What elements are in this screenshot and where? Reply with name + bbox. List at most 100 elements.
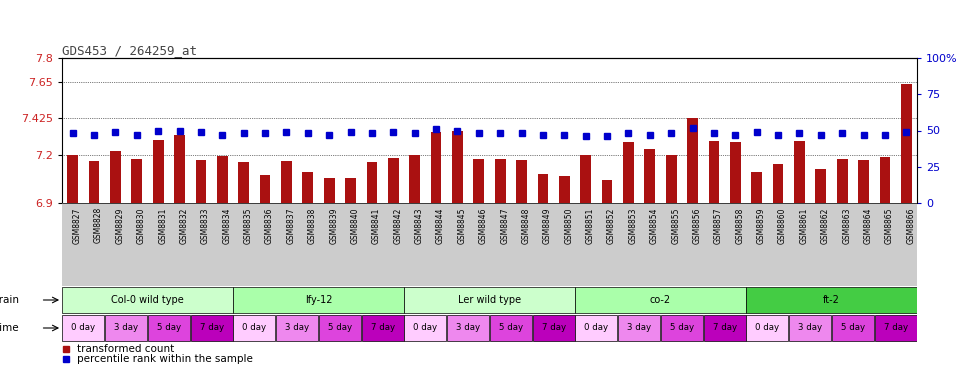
Bar <box>666 155 677 203</box>
Bar <box>174 135 185 203</box>
FancyBboxPatch shape <box>789 315 831 341</box>
Bar <box>302 172 313 203</box>
Text: GSM8857: GSM8857 <box>714 207 723 244</box>
Text: 7 day: 7 day <box>712 324 736 332</box>
FancyBboxPatch shape <box>575 315 617 341</box>
Bar <box>901 84 912 203</box>
Bar <box>623 142 634 203</box>
Bar <box>431 132 442 203</box>
Text: GSM8841: GSM8841 <box>372 207 381 243</box>
Bar <box>708 141 719 203</box>
Bar <box>409 156 420 203</box>
Bar <box>687 119 698 203</box>
Text: GSM8839: GSM8839 <box>329 207 338 244</box>
Text: GSM8847: GSM8847 <box>500 207 509 244</box>
Text: Col-0 wild type: Col-0 wild type <box>111 295 184 305</box>
Text: GSM8863: GSM8863 <box>842 207 852 244</box>
Text: GSM8851: GSM8851 <box>586 207 594 243</box>
Text: GSM8843: GSM8843 <box>415 207 423 244</box>
Text: GSM8860: GSM8860 <box>778 207 787 244</box>
Text: GSM8849: GSM8849 <box>543 207 552 244</box>
Bar <box>644 149 655 203</box>
Text: 0 day: 0 day <box>242 324 267 332</box>
Bar <box>196 160 206 203</box>
Text: 7 day: 7 day <box>541 324 565 332</box>
Text: strain: strain <box>0 295 19 305</box>
Text: GSM8846: GSM8846 <box>479 207 488 244</box>
Bar <box>559 176 569 203</box>
FancyBboxPatch shape <box>319 315 361 341</box>
Text: GSM8848: GSM8848 <box>521 207 531 243</box>
Text: 3 day: 3 day <box>456 324 480 332</box>
Bar <box>324 178 334 203</box>
Text: GSM8833: GSM8833 <box>201 207 210 244</box>
Text: 0 day: 0 day <box>585 324 609 332</box>
Bar <box>837 159 848 203</box>
FancyBboxPatch shape <box>404 287 575 313</box>
Text: GSM8856: GSM8856 <box>692 207 702 244</box>
Text: 5 day: 5 day <box>670 324 694 332</box>
FancyBboxPatch shape <box>490 315 532 341</box>
Text: GSM8845: GSM8845 <box>457 207 467 244</box>
Text: GSM8844: GSM8844 <box>436 207 445 244</box>
Text: co-2: co-2 <box>650 295 671 305</box>
FancyBboxPatch shape <box>62 287 232 313</box>
Bar <box>260 175 271 203</box>
Text: GSM8865: GSM8865 <box>885 207 894 244</box>
Text: GSM8864: GSM8864 <box>864 207 873 244</box>
Bar <box>773 164 783 203</box>
Text: 7 day: 7 day <box>371 324 395 332</box>
Bar <box>452 131 463 203</box>
Bar <box>752 172 762 203</box>
Text: GSM8829: GSM8829 <box>115 207 125 243</box>
Text: GSM8858: GSM8858 <box>735 207 744 243</box>
Bar <box>88 161 100 203</box>
Text: transformed count: transformed count <box>78 344 175 354</box>
FancyBboxPatch shape <box>533 315 575 341</box>
Text: GSM8861: GSM8861 <box>800 207 808 243</box>
FancyBboxPatch shape <box>832 315 874 341</box>
FancyBboxPatch shape <box>704 315 746 341</box>
Bar <box>516 160 527 203</box>
Text: GSM8850: GSM8850 <box>564 207 573 244</box>
Bar <box>153 140 163 203</box>
Text: 3 day: 3 day <box>114 324 138 332</box>
FancyBboxPatch shape <box>875 315 917 341</box>
Bar <box>538 174 548 203</box>
Text: GSM8854: GSM8854 <box>650 207 659 244</box>
Text: GDS453 / 264259_at: GDS453 / 264259_at <box>62 44 197 57</box>
FancyBboxPatch shape <box>62 315 105 341</box>
Bar <box>858 160 869 203</box>
Text: GSM8859: GSM8859 <box>756 207 766 244</box>
Text: 3 day: 3 day <box>798 324 822 332</box>
Text: percentile rank within the sample: percentile rank within the sample <box>78 354 253 364</box>
Text: GSM8835: GSM8835 <box>244 207 252 244</box>
FancyBboxPatch shape <box>660 315 703 341</box>
Text: GSM8838: GSM8838 <box>308 207 317 243</box>
Text: 5 day: 5 day <box>156 324 180 332</box>
Bar <box>67 155 78 203</box>
Bar <box>110 151 121 203</box>
FancyBboxPatch shape <box>618 315 660 341</box>
Bar <box>346 178 356 203</box>
Text: GSM8842: GSM8842 <box>394 207 402 243</box>
FancyBboxPatch shape <box>747 287 917 313</box>
Text: GSM8836: GSM8836 <box>265 207 274 244</box>
FancyBboxPatch shape <box>362 315 403 341</box>
Text: GSM8831: GSM8831 <box>158 207 167 243</box>
Bar <box>581 156 591 203</box>
Bar <box>879 157 890 203</box>
Bar <box>388 158 398 203</box>
FancyBboxPatch shape <box>747 315 788 341</box>
Text: 3 day: 3 day <box>627 324 651 332</box>
Bar <box>238 162 249 203</box>
Text: GSM8840: GSM8840 <box>350 207 360 244</box>
Text: GSM8853: GSM8853 <box>629 207 637 244</box>
Text: 7 day: 7 day <box>200 324 224 332</box>
Text: 5 day: 5 day <box>841 324 865 332</box>
FancyBboxPatch shape <box>233 287 403 313</box>
Text: GSM8866: GSM8866 <box>906 207 915 244</box>
Text: GSM8852: GSM8852 <box>607 207 616 243</box>
Text: GSM8830: GSM8830 <box>137 207 146 244</box>
Bar <box>602 180 612 203</box>
